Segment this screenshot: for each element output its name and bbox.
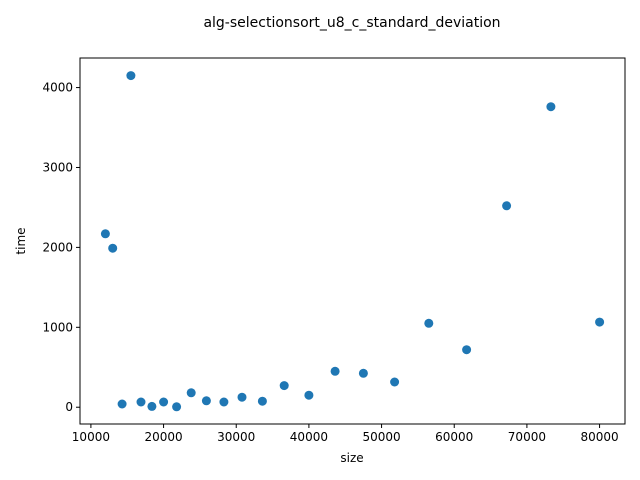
y-tick-label-0: 0 (65, 400, 73, 414)
data-point-4 (126, 71, 136, 81)
x-tick-label-20000: 20000 (144, 430, 182, 444)
x-tick-label-40000: 40000 (290, 430, 328, 444)
data-point-13 (257, 396, 267, 406)
x-axis-label: size (340, 451, 363, 465)
y-tick-label-1000: 1000 (42, 320, 73, 334)
data-point-6 (147, 401, 157, 411)
y-tick-label-4000: 4000 (42, 81, 73, 95)
data-points (100, 71, 605, 412)
x-tick-label-70000: 70000 (508, 430, 546, 444)
x-tick-label-10000: 10000 (72, 430, 110, 444)
y-tick-label-2000: 2000 (42, 240, 73, 254)
data-point-15 (304, 390, 314, 400)
data-point-20 (462, 345, 472, 355)
data-point-11 (219, 397, 229, 407)
data-point-23 (595, 317, 605, 327)
data-point-18 (390, 377, 400, 387)
data-point-22 (546, 102, 556, 112)
x-tick-label-60000: 60000 (435, 430, 473, 444)
x-axis-ticks: 10000 20000 30000 40000 50000 60000 70000 80000 (72, 424, 619, 444)
data-point-21 (502, 201, 512, 211)
data-point-3 (117, 399, 127, 409)
data-point-2 (108, 243, 118, 253)
x-tick-label-30000: 30000 (217, 430, 255, 444)
data-point-1 (100, 229, 110, 239)
y-axis-ticks: 0 1000 2000 3000 4000 (42, 81, 80, 414)
x-tick-label-80000: 80000 (580, 430, 618, 444)
data-point-7 (159, 397, 169, 407)
data-point-17 (358, 368, 368, 378)
plot-frame (79, 57, 626, 425)
data-point-9 (186, 388, 196, 398)
chart-title: alg-selectionsort_u8_c_standard_deviatio… (203, 15, 500, 31)
data-point-5 (136, 397, 146, 407)
data-point-19 (424, 318, 434, 328)
data-point-8 (172, 402, 182, 412)
x-tick-label-50000: 50000 (362, 430, 400, 444)
data-point-14 (279, 381, 289, 391)
y-tick-label-3000: 3000 (42, 160, 73, 174)
data-point-12 (237, 392, 247, 402)
y-axis-label: time (14, 227, 28, 254)
data-point-16 (330, 366, 340, 376)
data-point-10 (201, 396, 211, 406)
